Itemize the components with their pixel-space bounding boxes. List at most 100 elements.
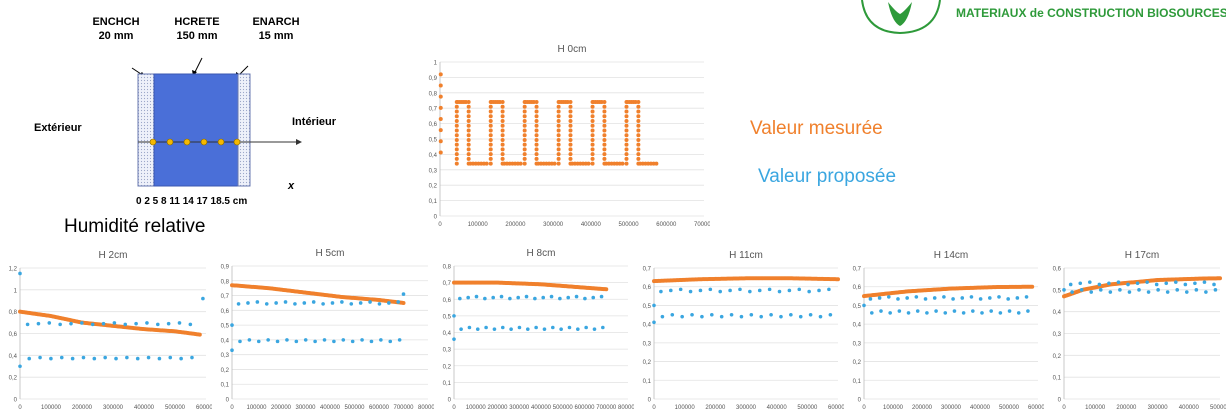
x-tick-label: 800000: [618, 405, 634, 411]
data-point: [636, 118, 641, 123]
data-point: [534, 123, 539, 128]
data-point: [969, 295, 974, 299]
data-point: [728, 288, 732, 293]
data-point: [197, 332, 202, 337]
y-tick-label: 0,3: [1053, 332, 1062, 338]
data-point: [602, 100, 607, 105]
data-point: [332, 339, 336, 344]
y-tick-label: 0: [1058, 398, 1062, 404]
data-point: [757, 288, 762, 293]
y-tick-label: 0,1: [221, 383, 230, 389]
data-point: [1135, 281, 1140, 286]
data-point: [466, 123, 471, 128]
data-point: [168, 355, 173, 360]
data-point: [559, 327, 563, 331]
chart-title: H 14cm: [934, 250, 968, 261]
data-point: [906, 311, 911, 315]
data-point: [978, 297, 983, 301]
y-tick-label: 0,5: [1053, 288, 1062, 294]
y-tick-label: 0: [226, 398, 230, 404]
data-point: [602, 142, 607, 147]
y-tick-label: 1: [434, 61, 438, 67]
y-tick-label: 0,6: [9, 332, 18, 338]
data-point: [294, 339, 299, 344]
data-point: [27, 356, 32, 361]
data-point: [568, 123, 573, 128]
data-point: [567, 325, 572, 330]
data-point: [157, 356, 162, 361]
data-point: [568, 100, 573, 105]
data-point: [522, 137, 527, 142]
data-point: [488, 123, 493, 128]
data-point: [230, 323, 234, 327]
data-point: [488, 104, 493, 109]
y-tick-label: 0,6: [443, 298, 452, 304]
data-point: [1204, 290, 1208, 294]
data-point: [739, 314, 744, 319]
data-point: [590, 137, 595, 142]
data-point: [896, 297, 900, 301]
data-point: [454, 109, 459, 114]
data-point: [256, 339, 261, 344]
y-tick-label: 0,6: [1053, 267, 1062, 273]
data-point: [624, 128, 629, 133]
data-point: [500, 128, 505, 133]
data-point: [748, 289, 752, 294]
data-point: [236, 302, 241, 306]
data-point: [556, 152, 561, 157]
data-point: [568, 114, 573, 119]
data-point: [1116, 280, 1121, 284]
data-point: [155, 322, 160, 327]
data-point: [556, 128, 561, 133]
data-point: [534, 156, 539, 161]
data-point: [368, 300, 372, 304]
data-point: [636, 133, 641, 138]
data-point: [266, 338, 270, 342]
data-point: [602, 133, 607, 138]
data-point: [283, 300, 288, 304]
y-tick-label: 0,1: [443, 381, 452, 387]
data-point: [146, 355, 151, 360]
data-point: [584, 325, 588, 330]
data-point: [602, 104, 607, 109]
data-point: [396, 300, 401, 304]
x-tick-label: 100000: [468, 222, 489, 228]
data-point: [534, 109, 539, 114]
data-point: [69, 321, 73, 326]
x-tick-label: 400000: [970, 405, 991, 411]
data-point: [1173, 280, 1178, 284]
data-point: [454, 133, 459, 138]
data-point: [798, 314, 803, 319]
data-point: [576, 327, 580, 331]
data-point: [524, 294, 529, 299]
x-tick-label: 500000: [999, 405, 1020, 411]
chart-title: H 5cm: [316, 248, 345, 259]
data-point: [738, 287, 742, 292]
data-point: [330, 301, 335, 305]
y-tick-label: 0,5: [853, 304, 862, 310]
data-point: [534, 133, 539, 138]
data-point: [1015, 296, 1020, 300]
data-point: [591, 295, 596, 300]
data-point: [135, 356, 140, 361]
x-tick-label: 600000: [828, 405, 844, 411]
x-tick-label: 300000: [941, 405, 962, 411]
position-ticks: 0 2 5 8 11 14 17 18.5 cm: [136, 196, 248, 207]
data-point: [488, 142, 493, 147]
data-point: [808, 312, 813, 317]
data-point: [698, 288, 703, 293]
data-point: [590, 142, 595, 147]
data-point: [492, 327, 497, 331]
data-point: [1098, 288, 1103, 292]
data-point: [652, 303, 656, 308]
data-point: [500, 114, 505, 119]
chart-h2: H 2cm 0 0,2 0,4 0,6 0,8 1 1,2 0 100000 200000 30000…: [9, 250, 212, 411]
data-point: [568, 118, 573, 123]
y-tick-label: 1: [14, 288, 18, 294]
data-point: [467, 325, 472, 330]
chart-h17: H 17cm 0 0,1 0,2 0,3 0,4 0,5 0,6 0 100000 200000 30…: [1053, 250, 1226, 411]
data-point: [438, 116, 443, 121]
y-tick-label: 0,8: [429, 91, 438, 97]
data-point: [566, 295, 571, 300]
data-point: [1006, 297, 1010, 301]
